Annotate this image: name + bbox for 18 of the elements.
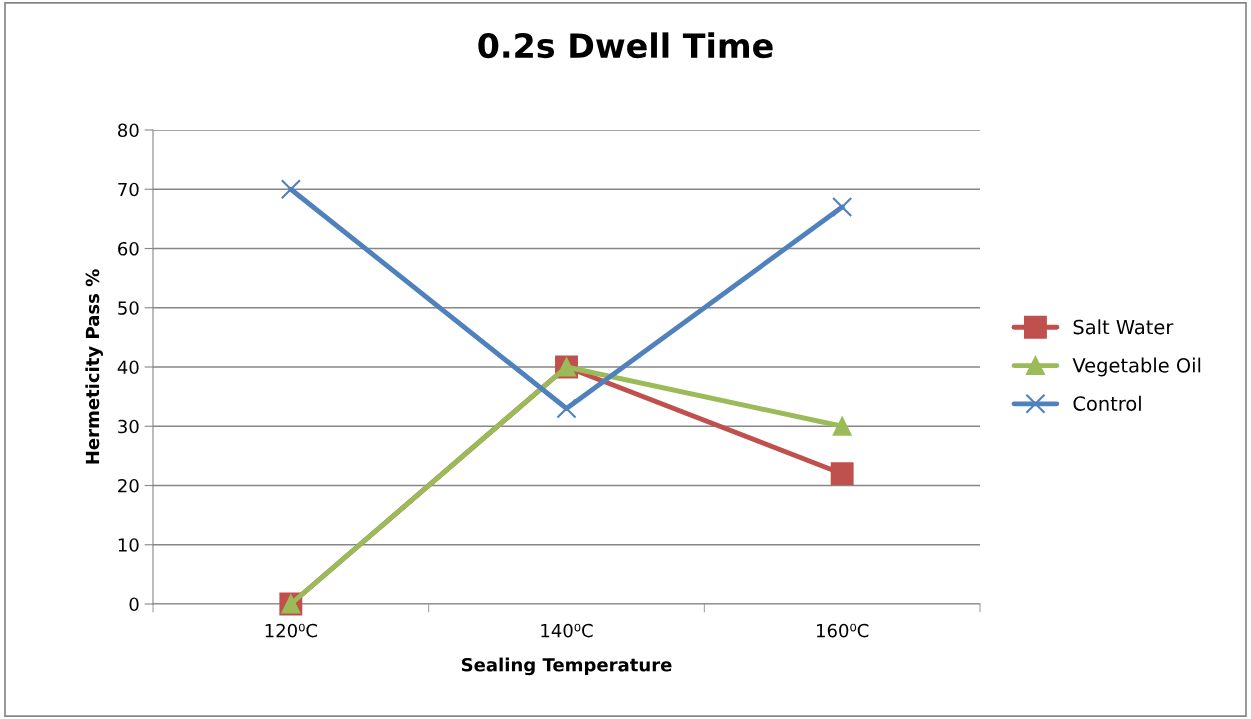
y-tick-label: 20 [118, 478, 139, 493]
x-tick-label: 160⁰C [816, 623, 869, 638]
y-tick-label: 30 [118, 419, 139, 434]
y-tick-label: 10 [118, 538, 139, 552]
legend-label: Vegetable Oil [1072, 357, 1201, 377]
x-axis-title: Sealing Temperature [461, 657, 672, 676]
y-tick-label: 0 [129, 597, 139, 612]
legend-label: Control [1073, 395, 1141, 411]
y-tick-label: 80 [118, 123, 139, 138]
chart-title: 0.2s Dwell Time [478, 32, 773, 59]
y-tick-label: 70 [118, 182, 139, 197]
y-tick-label: 40 [117, 360, 139, 375]
y-axis-title: Hermeticity Pass % [85, 269, 103, 464]
x-tick-label: 140⁰C [541, 623, 593, 638]
x-tick-label: 120⁰C [265, 623, 318, 638]
y-tick-label: 60 [118, 241, 139, 256]
legend-label: Salt Water [1073, 319, 1174, 335]
y-tick-label: 50 [118, 301, 139, 315]
